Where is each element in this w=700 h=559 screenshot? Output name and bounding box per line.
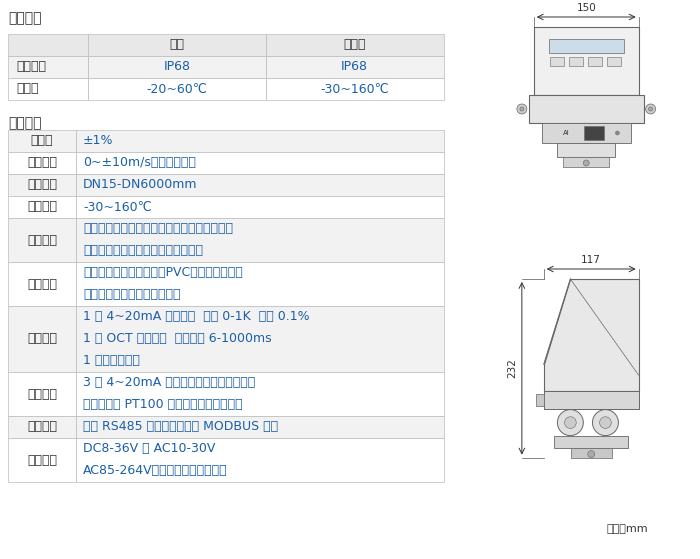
Bar	[266, 34, 444, 56]
Text: 防护等级: 防护等级	[16, 60, 46, 73]
Bar	[76, 262, 444, 306]
Bar	[76, 438, 444, 482]
Circle shape	[517, 104, 527, 114]
Bar	[569, 57, 583, 66]
Text: 主机: 主机	[169, 39, 184, 51]
Bar	[536, 394, 544, 406]
Text: 150: 150	[576, 3, 596, 13]
Text: 1 路 4~20mA 电流输出  阻抗 0-1K  精度 0.1%: 1 路 4~20mA 电流输出 阻抗 0-1K 精度 0.1%	[83, 310, 309, 324]
Bar	[88, 56, 266, 78]
Circle shape	[600, 417, 611, 428]
Bar	[8, 262, 76, 306]
Circle shape	[520, 107, 524, 111]
Bar	[76, 372, 444, 416]
Bar	[76, 130, 444, 152]
Text: IP68: IP68	[341, 60, 368, 73]
Circle shape	[588, 451, 595, 458]
Bar	[8, 152, 76, 174]
Circle shape	[592, 410, 618, 435]
Text: 流体温度: 流体温度	[27, 201, 57, 214]
Bar	[542, 123, 631, 143]
Text: 供电方式: 供电方式	[27, 453, 57, 467]
Text: 钢、不锈钢、铸铁、铜、PVC、铝、玻璃钢等: 钢、不锈钢、铸铁、铜、PVC、铝、玻璃钢等	[83, 267, 243, 280]
Text: 传感器: 传感器	[344, 39, 366, 51]
Text: 单位：mm: 单位：mm	[606, 524, 648, 534]
Bar	[8, 34, 88, 56]
Bar	[88, 34, 266, 56]
Text: IP68: IP68	[163, 60, 190, 73]
Bar	[8, 78, 88, 100]
Bar	[8, 218, 76, 262]
Bar	[544, 391, 638, 409]
Text: 精　度: 精 度	[31, 135, 53, 148]
Circle shape	[564, 417, 576, 428]
Text: 信号输出: 信号输出	[27, 333, 57, 345]
Bar	[584, 126, 604, 140]
Text: 水、海水、污水、酸碱液、酒精、啤酒、各类: 水、海水、污水、酸碱液、酒精、啤酒、各类	[83, 222, 233, 235]
Text: 1 路 OCT 脉冲输出  脉冲宽度 6-1000ms: 1 路 OCT 脉冲输出 脉冲宽度 6-1000ms	[83, 333, 272, 345]
Text: 流速范围: 流速范围	[27, 157, 57, 169]
Text: 1 路继电器输出: 1 路继电器输出	[83, 354, 140, 367]
Bar	[564, 157, 609, 167]
Text: 连接三线制 PT100 铂电阻，实现热量测量: 连接三线制 PT100 铂电阻，实现热量测量	[83, 399, 242, 411]
Text: 管道材质: 管道材质	[27, 277, 57, 291]
Bar	[8, 174, 76, 196]
Text: 流体种类: 流体种类	[27, 234, 57, 247]
Text: 通信接口: 通信接口	[27, 420, 57, 433]
Text: 117: 117	[581, 255, 601, 265]
Text: AI: AI	[564, 130, 570, 136]
Polygon shape	[544, 279, 638, 391]
Bar	[8, 372, 76, 416]
Bar	[76, 174, 444, 196]
Text: DN15-DN6000mm: DN15-DN6000mm	[83, 178, 197, 192]
Bar	[8, 130, 76, 152]
Bar	[76, 306, 444, 372]
Text: 基本参数: 基本参数	[8, 116, 41, 130]
Bar	[266, 78, 444, 100]
Text: DC8-36V 或 AC10-30V: DC8-36V 或 AC10-30V	[83, 443, 216, 456]
Text: 温　度: 温 度	[16, 83, 38, 96]
Bar	[549, 39, 624, 53]
Text: -30~160℃: -30~160℃	[83, 201, 151, 214]
Text: 隔离 RS485 串行接口，支持 MODBUS 协议: 隔离 RS485 串行接口，支持 MODBUS 协议	[83, 420, 278, 433]
Bar	[8, 416, 76, 438]
Bar	[76, 416, 444, 438]
Circle shape	[557, 410, 583, 435]
Bar	[76, 196, 444, 218]
Text: 工作环境: 工作环境	[8, 11, 41, 25]
Text: -20~60℃: -20~60℃	[146, 83, 207, 96]
Text: ±1%: ±1%	[83, 135, 113, 148]
Circle shape	[583, 160, 589, 166]
Text: -30~160℃: -30~160℃	[321, 83, 389, 96]
Bar	[88, 78, 266, 100]
Bar	[534, 27, 638, 95]
Bar	[528, 95, 643, 123]
Text: AC85-264V，配接防水电源适配器: AC85-264V，配接防水电源适配器	[83, 465, 228, 477]
Circle shape	[649, 107, 652, 111]
Text: 油类等能传导超声波的单一均匀液体: 油类等能传导超声波的单一均匀液体	[83, 244, 203, 258]
Text: 管道口径: 管道口径	[27, 178, 57, 192]
Bar	[266, 56, 444, 78]
Text: 一切质密的管道，允许有衬里: 一切质密的管道，允许有衬里	[83, 288, 181, 301]
Bar	[8, 196, 76, 218]
Bar	[76, 218, 444, 262]
Text: 3 路 4~20mA 电流输入，可做数据采集器: 3 路 4~20mA 电流输入，可做数据采集器	[83, 377, 256, 390]
Bar	[76, 152, 444, 174]
Bar	[8, 306, 76, 372]
Bar	[607, 57, 621, 66]
Bar	[588, 57, 602, 66]
Bar	[550, 57, 564, 66]
Bar	[8, 438, 76, 482]
Bar	[571, 448, 612, 458]
Circle shape	[615, 131, 620, 135]
Text: 232: 232	[507, 358, 517, 378]
Text: 信号输入: 信号输入	[27, 387, 57, 400]
Bar	[557, 143, 615, 157]
Bar	[8, 56, 88, 78]
Bar	[554, 435, 628, 448]
Circle shape	[645, 104, 656, 114]
Text: 0~±10m/s，正反向测量: 0~±10m/s，正反向测量	[83, 157, 196, 169]
